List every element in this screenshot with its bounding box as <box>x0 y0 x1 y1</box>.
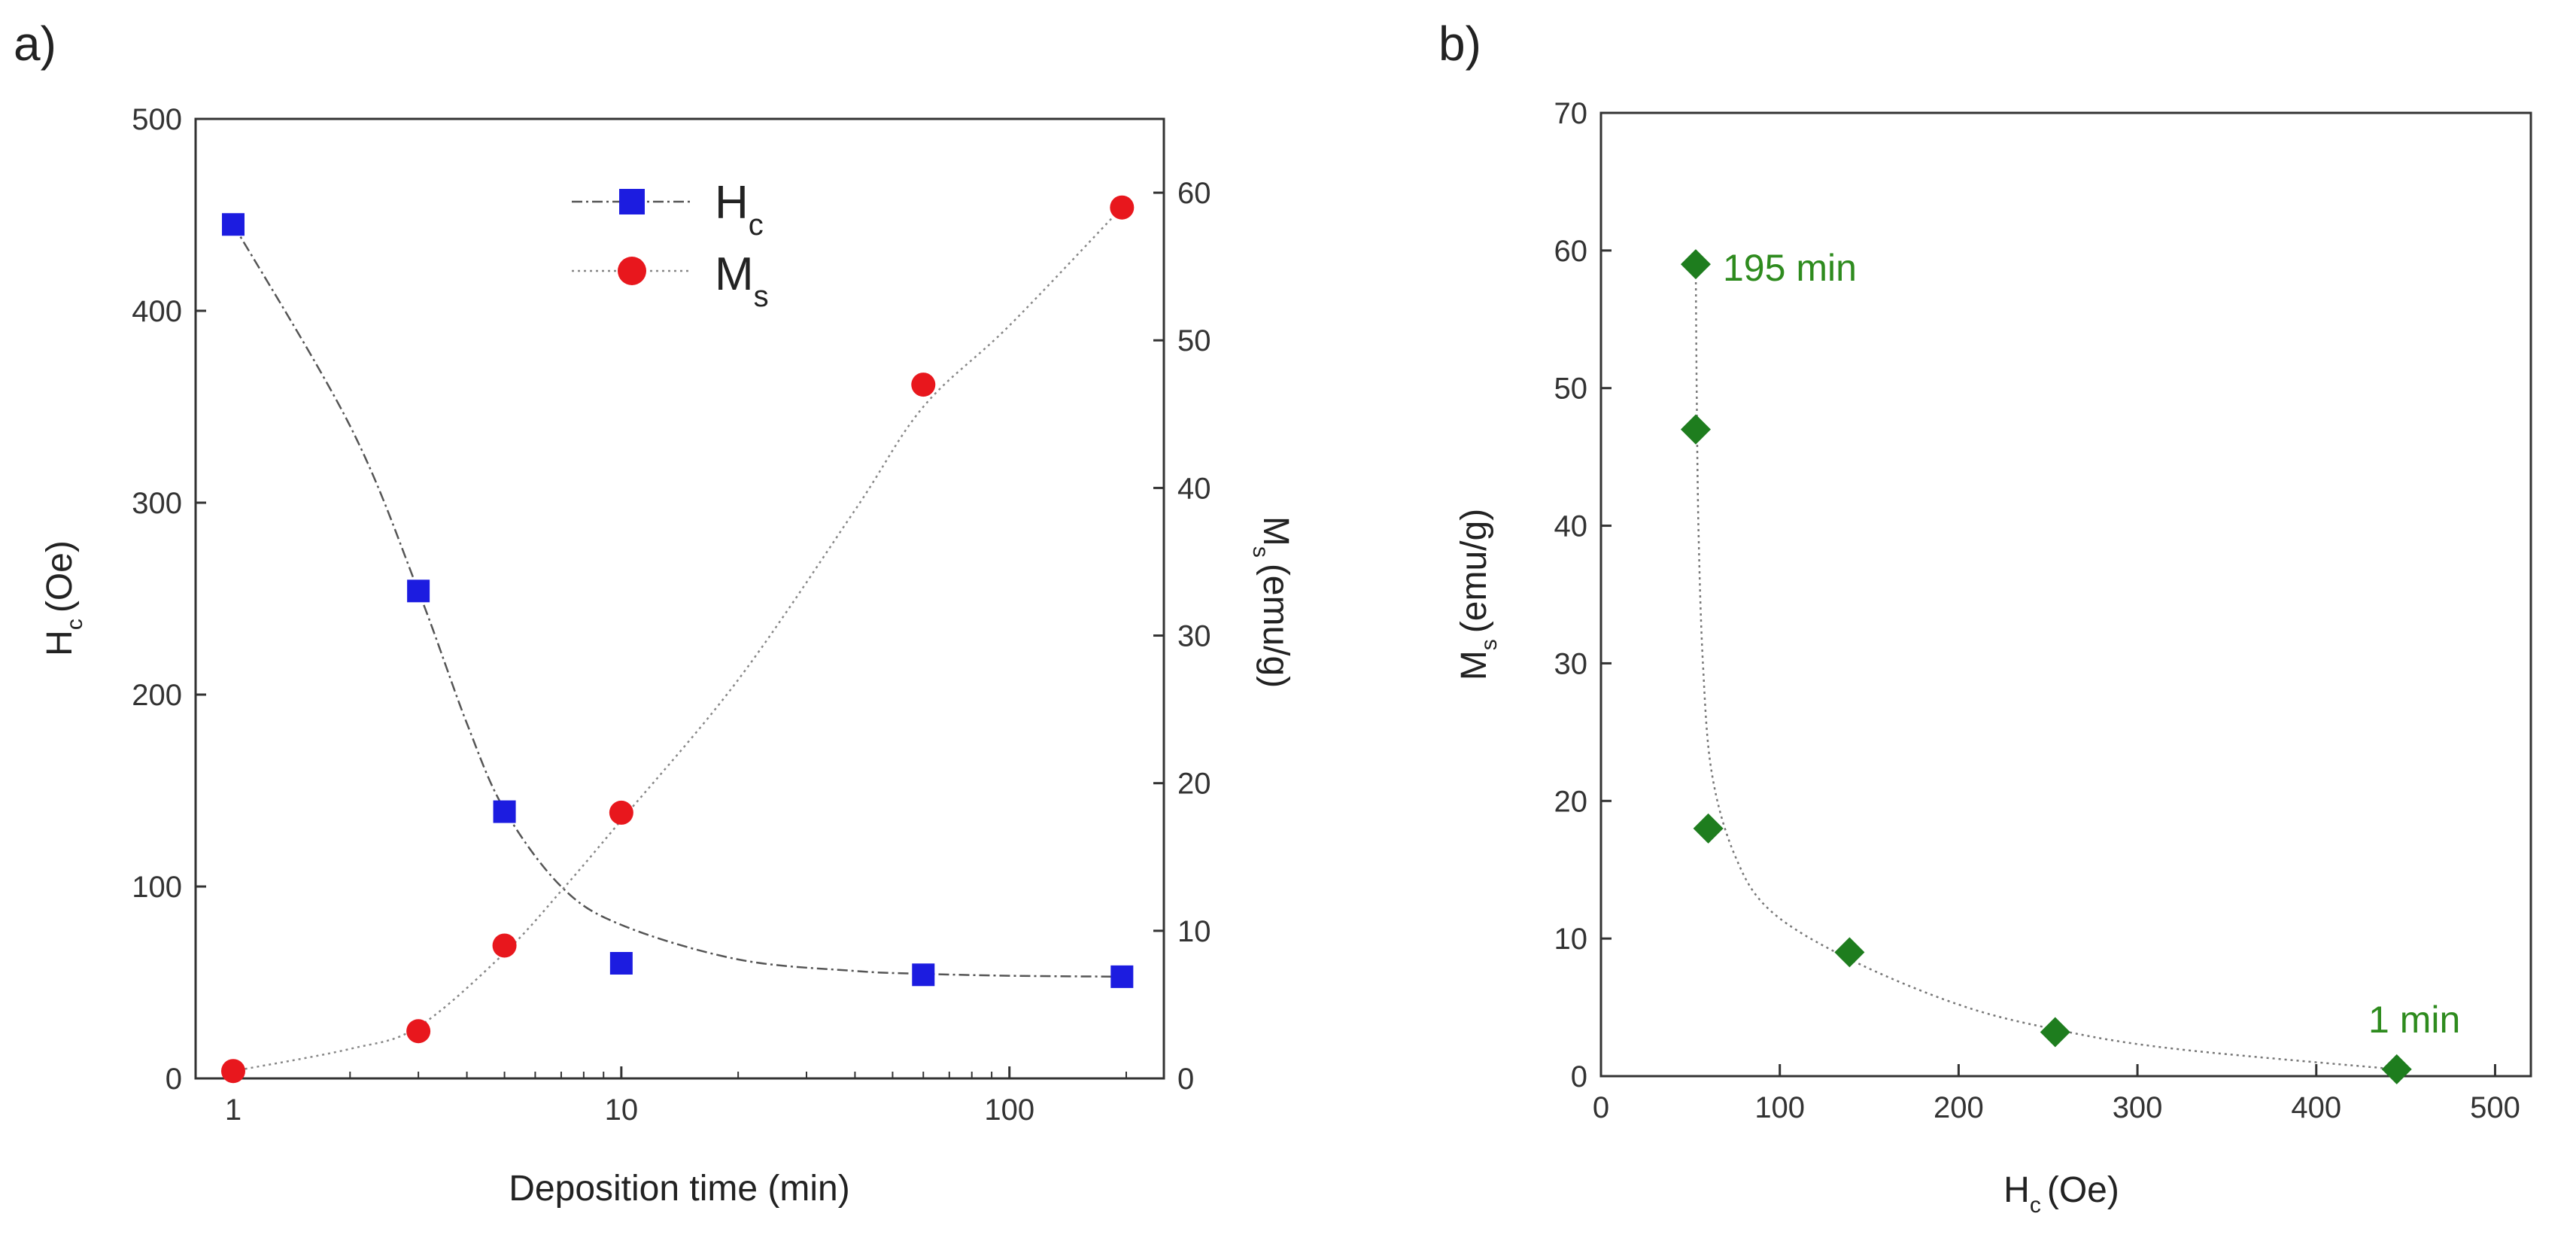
panel-a-right-ticks: 0 10 20 30 40 50 60 <box>1153 177 1211 1096</box>
panel-a-left-ticks: 0 100 200 300 400 500 <box>132 103 206 1096</box>
right-tick-label: 30 <box>1177 620 1211 653</box>
y-tick-label: 60 <box>1554 235 1588 268</box>
y-tick-label: 30 <box>1554 647 1588 680</box>
hc-data-point <box>1110 965 1134 988</box>
hc-data-point <box>912 963 935 987</box>
annotation-1-min: 1 min <box>2368 999 2460 1041</box>
panel-a-data-points <box>220 195 1135 1084</box>
ms-hc-data-point <box>1680 249 1711 280</box>
panel-a-legend: Hc Ms <box>572 177 769 313</box>
panel-b-plot-frame <box>1599 111 2532 1078</box>
right-tick-label: 0 <box>1177 1063 1194 1096</box>
y-tick-label: 40 <box>1554 510 1588 543</box>
ms-vs-hc-fit-line <box>1694 264 2397 1071</box>
panel-b-x-ticks: 0 100 200 300 400 500 <box>1593 1064 2520 1124</box>
hc-fit-line <box>232 224 1122 978</box>
panel-b-data-points <box>1680 249 2412 1084</box>
panel-b: b) 0 10 20 30 40 50 60 70 0 100 200 300 400 500 195 … <box>1438 17 2532 1218</box>
hc-data-point <box>407 579 430 603</box>
x-tick-label: 0 <box>1593 1091 1609 1124</box>
legend-ms-label: Ms <box>715 248 769 313</box>
legend-ms-marker <box>618 257 646 285</box>
right-tick-label: 50 <box>1177 324 1211 357</box>
panel-a-left-axis-title: Hc (Oe) <box>40 540 87 656</box>
panel-b-label: b) <box>1438 17 1481 71</box>
x-tick-label: 100 <box>1754 1091 1805 1124</box>
x-tick-label: 10 <box>605 1093 639 1127</box>
left-tick-label: 0 <box>166 1063 182 1096</box>
y-tick-label: 50 <box>1554 373 1588 406</box>
left-tick-label: 300 <box>132 487 182 520</box>
x-tick-label: 1 <box>225 1093 242 1127</box>
hc-data-point <box>493 800 516 823</box>
ms-hc-data-point <box>1834 937 1865 968</box>
left-tick-label: 200 <box>132 679 182 712</box>
panel-a-x-minor-ticks <box>349 1072 1128 1078</box>
panel-a-label: a) <box>14 17 56 71</box>
hc-data-point <box>221 213 245 236</box>
right-tick-label: 10 <box>1177 915 1211 948</box>
left-tick-label: 500 <box>132 103 182 136</box>
left-tick-label: 400 <box>132 295 182 328</box>
y-tick-label: 10 <box>1554 923 1588 956</box>
panel-b-y-ticks: 0 10 20 30 40 50 60 70 <box>1554 97 1612 1093</box>
panel-a: a) 0 100 200 300 400 500 0 10 20 30 40 50 60 1 10 100… <box>14 17 1296 1209</box>
ms-data-point <box>492 933 517 958</box>
y-tick-label: 0 <box>1571 1060 1587 1093</box>
annotation-195-min: 195 min <box>1723 247 1857 289</box>
x-tick-label: 300 <box>2113 1091 2163 1124</box>
y-tick-label: 20 <box>1554 785 1588 818</box>
legend-hc-label: Hc <box>715 177 764 242</box>
left-axis-unit: (Oe) <box>40 540 80 613</box>
x-tick-label: 400 <box>2291 1091 2341 1124</box>
ms-hc-data-point <box>1693 813 1724 844</box>
right-axis-main: M <box>1256 516 1296 546</box>
x-tick-label: 200 <box>1934 1091 1984 1124</box>
panel-b-y-axis-title: Ms(emu/g) <box>1454 509 1502 680</box>
y-tick-label: 70 <box>1554 97 1588 130</box>
panel-a-right-axis-title: Ms (emu/g) <box>1248 516 1296 688</box>
ms-fit-line <box>232 206 1123 1072</box>
svg-text:Ms(emu/g): Ms (emu/g) <box>1248 516 1296 688</box>
right-tick-label: 40 <box>1177 472 1211 505</box>
panel-a-plot-frame <box>194 117 1165 1080</box>
right-tick-label: 20 <box>1177 768 1211 801</box>
ms-data-point <box>406 1019 431 1044</box>
x-tick-label: 100 <box>984 1093 1034 1127</box>
ms-data-point <box>1110 195 1135 220</box>
x-tick-label: 500 <box>2470 1091 2520 1124</box>
right-axis-unit: (emu/g) <box>1256 564 1296 688</box>
ms-data-point <box>220 1059 245 1084</box>
ms-hc-data-point <box>1680 414 1711 445</box>
right-axis-sub: s <box>1248 546 1273 558</box>
ms-hc-data-point <box>2381 1054 2412 1084</box>
left-axis-sub: c <box>62 619 87 630</box>
panel-b-x-axis-title: Hc (Oe) <box>2003 1170 2119 1218</box>
panel-a-x-axis-title: Deposition time (min) <box>509 1169 849 1209</box>
svg-text:Hc(Oe): Hc (Oe) <box>40 540 87 656</box>
left-tick-label: 100 <box>132 871 182 904</box>
right-tick-label: 60 <box>1177 177 1211 210</box>
hc-data-point <box>609 952 633 975</box>
panel-a-x-ticks: 1 10 100 <box>225 1066 1034 1127</box>
left-axis-main: H <box>40 630 80 656</box>
ms-data-point <box>911 373 936 397</box>
ms-hc-data-point <box>2040 1017 2070 1048</box>
legend-hc-marker <box>619 189 645 214</box>
svg-text:Ms(emu/g): Ms(emu/g) <box>1454 509 1502 680</box>
ms-data-point <box>609 800 633 825</box>
